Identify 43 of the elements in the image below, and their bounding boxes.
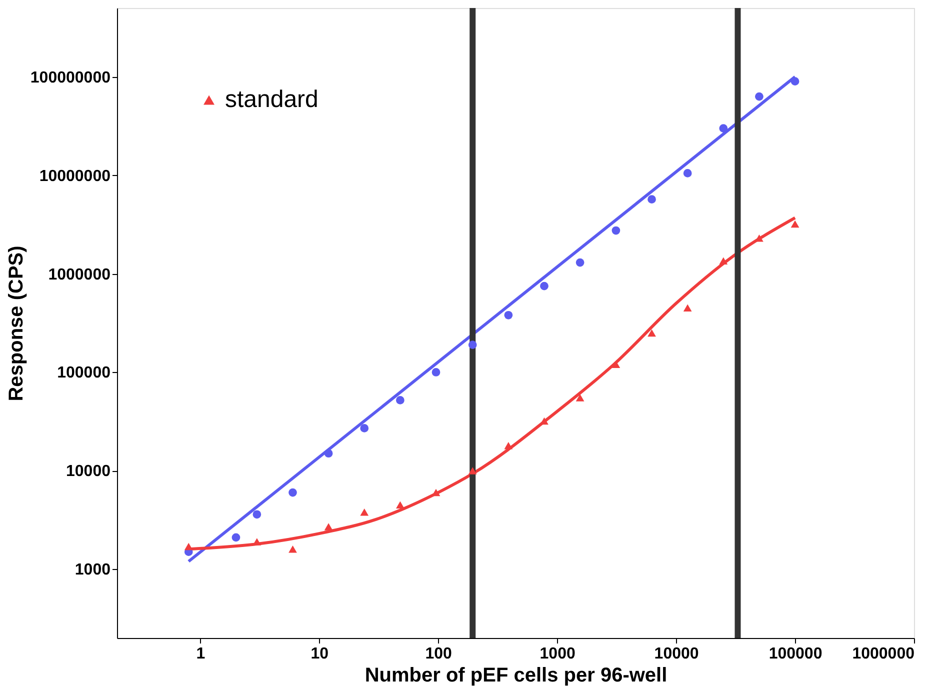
point bbox=[468, 340, 477, 349]
x-axis-title: Number of pEF cells per 96-well bbox=[364, 664, 668, 686]
point bbox=[360, 508, 369, 516]
x-tick-label: 1000 bbox=[540, 646, 576, 662]
point bbox=[324, 523, 333, 530]
point bbox=[576, 394, 584, 402]
point bbox=[648, 195, 656, 204]
point bbox=[324, 449, 333, 458]
point bbox=[288, 488, 297, 497]
y-tick-label: 1000000 bbox=[48, 266, 111, 284]
y-tick-label: 1000 bbox=[74, 562, 111, 579]
point bbox=[360, 424, 369, 432]
point bbox=[576, 258, 584, 267]
point bbox=[648, 329, 656, 337]
y-axis-title: Response (CPS) bbox=[5, 246, 28, 402]
x-tick-label: 10 bbox=[310, 646, 329, 662]
x-tick-label: 10000 bbox=[654, 646, 699, 662]
point bbox=[719, 257, 728, 265]
point bbox=[504, 310, 513, 320]
point bbox=[755, 92, 764, 101]
point bbox=[790, 220, 800, 228]
point bbox=[504, 442, 513, 450]
point bbox=[790, 77, 800, 86]
point bbox=[396, 501, 404, 508]
legend-label: standard bbox=[225, 86, 318, 113]
point bbox=[252, 510, 262, 519]
point bbox=[719, 124, 728, 132]
point bbox=[432, 368, 440, 376]
x-tick-label: 100000 bbox=[768, 646, 822, 662]
y-tick-label: 100000000 bbox=[30, 69, 111, 86]
x-tick-label: 1000000 bbox=[852, 646, 915, 662]
point bbox=[540, 282, 548, 290]
point bbox=[396, 396, 404, 404]
x-tick-label: 100 bbox=[425, 646, 452, 662]
y-tick-label: 10000000 bbox=[39, 168, 111, 185]
point bbox=[612, 226, 620, 235]
point bbox=[468, 467, 477, 474]
y-tick-label: 10000 bbox=[66, 463, 111, 480]
point bbox=[683, 169, 692, 178]
y-tick-label: 100000 bbox=[57, 364, 111, 382]
point bbox=[683, 304, 692, 312]
x-tick-label: 1 bbox=[196, 646, 206, 662]
point bbox=[288, 545, 297, 553]
